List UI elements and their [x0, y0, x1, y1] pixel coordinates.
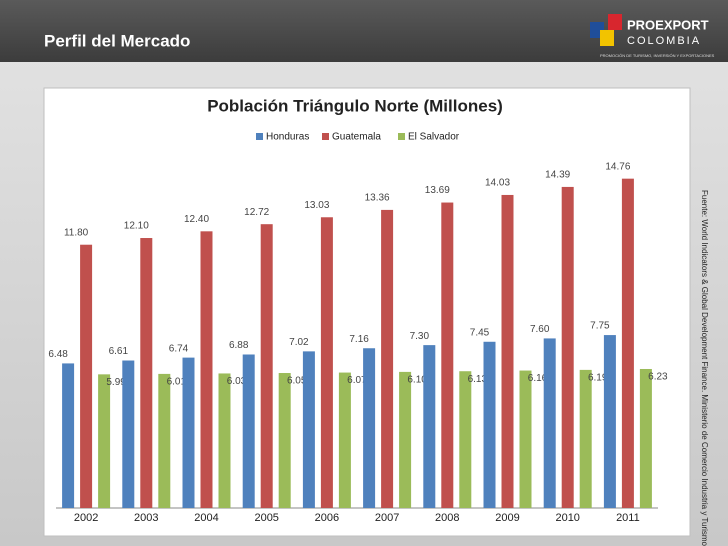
x-tick-label: 2010 [555, 512, 579, 524]
bar [621, 178, 634, 509]
bar [579, 369, 592, 508]
bar [218, 373, 231, 508]
data-label: 6.03 [227, 376, 247, 387]
x-tick-label: 2008 [435, 512, 459, 524]
bar [200, 231, 213, 508]
bar [363, 348, 376, 508]
logo-square [600, 30, 614, 46]
logo: PROEXPORT COLOMBIA PROMOCIÓN DE TURISMO,… [590, 14, 715, 58]
bar [519, 370, 532, 508]
data-label: 13.03 [304, 200, 329, 211]
bar [260, 224, 273, 508]
legend-swatch [398, 133, 405, 140]
header-title: Perfil del Mercado [44, 31, 190, 50]
logo-tagline: PROMOCIÓN DE TURISMO, INVERSIÓN Y EXPORT… [600, 53, 715, 58]
bar [501, 194, 514, 508]
data-label: 7.30 [410, 331, 430, 342]
data-label: 6.01 [167, 377, 187, 388]
bar [543, 338, 556, 508]
legend-label: El Salvador [408, 132, 460, 143]
logo-square [608, 14, 622, 30]
bar [441, 202, 454, 508]
legend-label: Honduras [266, 132, 309, 143]
bar [278, 373, 291, 508]
data-label: 12.10 [124, 221, 149, 232]
data-label: 12.40 [184, 214, 209, 225]
data-label: 6.23 [648, 372, 668, 383]
bar [399, 371, 412, 508]
bar [242, 354, 255, 508]
bar [62, 363, 75, 508]
legend-swatch [256, 133, 263, 140]
x-tick-label: 2002 [74, 512, 98, 524]
x-tick-label: 2009 [495, 512, 519, 524]
data-label: 6.61 [109, 346, 129, 357]
data-label: 6.74 [169, 343, 189, 354]
x-tick-label: 2003 [134, 512, 158, 524]
bar [639, 368, 652, 508]
data-label: 11.80 [64, 227, 89, 238]
bar [182, 357, 195, 508]
x-tick-label: 2007 [375, 512, 399, 524]
bar [459, 371, 472, 508]
data-label: 6.05 [287, 376, 307, 387]
bar [320, 217, 333, 508]
bar [423, 345, 436, 508]
data-label: 7.60 [530, 324, 550, 335]
data-label: 7.45 [470, 327, 490, 338]
data-label: 14.76 [605, 161, 630, 172]
data-label: 12.72 [244, 207, 269, 218]
bar [140, 238, 153, 509]
data-label: 6.07 [347, 375, 367, 386]
logo-country: COLOMBIA [627, 35, 701, 47]
bar [158, 373, 171, 508]
data-label: 6.88 [229, 340, 249, 351]
x-tick-label: 2005 [254, 512, 278, 524]
bar [483, 341, 496, 508]
data-label: 7.02 [289, 337, 309, 348]
logo-name: PROEXPORT [627, 17, 709, 32]
data-label: 6.48 [48, 349, 68, 360]
bar [122, 360, 135, 508]
data-label: 5.99 [106, 377, 126, 388]
data-label: 6.13 [468, 374, 488, 385]
bar [561, 186, 574, 508]
bar [381, 209, 394, 508]
bar [98, 374, 111, 508]
bar [80, 244, 93, 508]
data-label: 13.69 [425, 185, 450, 196]
data-label: 14.39 [545, 170, 570, 181]
data-label: 7.75 [590, 321, 610, 332]
data-label: 14.03 [485, 178, 510, 189]
data-label: 6.19 [588, 373, 608, 384]
legend-label: Guatemala [332, 132, 381, 143]
source-note: Fuente: World Indicators & Global Develo… [700, 190, 709, 546]
data-label: 13.36 [365, 193, 390, 204]
data-label: 6.16 [528, 373, 548, 384]
chart-title: Población Triángulo Norte (Millones) [207, 96, 503, 115]
x-tick-label: 2004 [194, 512, 218, 524]
x-tick-label: 2006 [315, 512, 339, 524]
data-label: 6.10 [407, 375, 427, 386]
bar [338, 372, 351, 508]
bar [302, 351, 315, 508]
data-label: 7.16 [349, 334, 369, 345]
legend-swatch [322, 133, 329, 140]
x-tick-label: 2011 [616, 512, 640, 524]
bar [603, 335, 616, 508]
